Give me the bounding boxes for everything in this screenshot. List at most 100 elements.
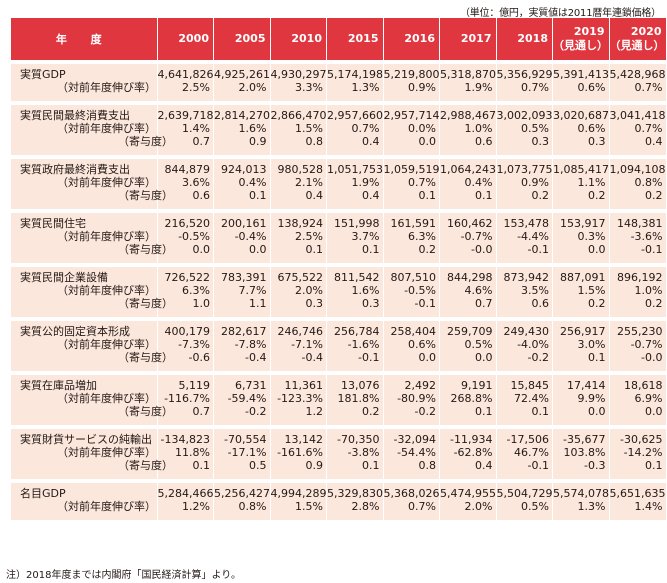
table-row: （対前年度伸び率） 1.4% 1.6% 1.5% 0.7% 0.0% 1.0% 0.5% 0.6… — [11, 122, 666, 135]
cell-value: -0.2 — [382, 405, 440, 427]
cell-value: 5,356,929 — [495, 60, 553, 81]
cell-value: 13,076 — [326, 371, 383, 392]
cell-value: 1.0% — [608, 284, 666, 297]
cell-value: 1,059,519 — [382, 155, 440, 176]
cell-value: 3,020,687 — [552, 101, 609, 122]
cell-value: 783,391 — [213, 263, 270, 284]
cell-value: 0.2 — [608, 189, 666, 211]
cell-value: 0.1 — [326, 243, 383, 265]
cell-value: -32,094 — [382, 425, 440, 446]
header-year-2010: 2010 — [269, 18, 327, 62]
row-label: （対前年度伸び率） — [11, 284, 157, 297]
cell-value: 4,930,297 — [269, 60, 327, 81]
row-label: 実質公的固定資本形成 — [11, 317, 157, 338]
header-year-2005: 2005 — [213, 18, 270, 62]
header-year-label: 2020 — [630, 25, 662, 38]
cell-value: 148,381 — [608, 209, 666, 230]
row-label: （対前年度伸び率） — [11, 176, 157, 189]
cell-value: 5,574,078 — [552, 479, 609, 500]
cell-value: 5,329,830 — [326, 479, 383, 500]
cell-value: 1.3% — [326, 81, 383, 103]
row-label: 実質民間企業設備 — [11, 263, 157, 284]
row-label: （寄与度） — [11, 297, 173, 319]
cell-value: 6.9% — [608, 392, 666, 405]
row-label: （対前年度伸び率） — [11, 446, 157, 459]
cell-value: 726,522 — [156, 263, 214, 284]
cell-value: 5,651,635 — [608, 479, 666, 500]
cell-value: 0.0 — [552, 243, 609, 265]
cell-value: 1.5% — [552, 284, 609, 297]
cell-value: 0.1 — [156, 459, 214, 481]
cell-value: -0.1 — [326, 351, 383, 373]
table-group: 実質民間最終消費支出 2,639,718 2,814,270 2,866,470 2,9… — [11, 101, 666, 157]
cell-value: 2,492 — [382, 371, 440, 392]
cell-value: 1.6% — [326, 284, 383, 297]
cell-value: 1,051,753 — [326, 155, 383, 176]
row-label: （対前年度伸び率） — [11, 81, 157, 103]
cell-value: -62.8% — [439, 446, 496, 459]
cell-value: 138,924 — [269, 209, 327, 230]
header-year-note: （見通し） — [553, 39, 608, 52]
header-year-2015: 2015 — [326, 18, 383, 62]
row-label: 実質政府最終消費支出 — [11, 155, 157, 176]
cell-value: 887,091 — [552, 263, 609, 284]
cell-value: 0.1 — [552, 351, 609, 373]
cell-value: 675,522 — [269, 263, 327, 284]
cell-value: 153,917 — [552, 209, 609, 230]
unit-note: （単位：億円，実質値は2011暦年連鎖価格） — [459, 8, 661, 19]
cell-value: -1.6% — [326, 338, 383, 351]
header-year-label: 2017 — [460, 32, 492, 45]
cell-value: 1.5% — [269, 122, 327, 135]
header-year-label: 2000 — [178, 32, 209, 45]
cell-value: -0.5% — [382, 284, 440, 297]
table-row: （対前年度伸び率） -0.5% -0.4% 2.5% 3.7% 6.3% -0.7% -4.4… — [11, 230, 666, 243]
table-row: 実質政府最終消費支出 844,879 924,013 980,528 1,051,753… — [11, 155, 666, 176]
cell-value: -35,677 — [552, 425, 609, 446]
table-header: 年 度 2000 2005 2010 2015 2016 2017 2018 2019 （見通し… — [11, 18, 666, 62]
cell-value: -0.1 — [382, 297, 440, 319]
cell-value: 0.8% — [608, 176, 666, 189]
cell-value: -11,934 — [439, 425, 496, 446]
cell-value: 200,161 — [213, 209, 270, 230]
cell-value: 1.5% — [269, 500, 327, 520]
cell-value: -54.4% — [382, 446, 440, 459]
cell-value: 0.2 — [326, 405, 383, 427]
cell-value: -7.3% — [156, 338, 214, 351]
cell-value: 0.9% — [495, 176, 553, 189]
cell-value: 0.7 — [156, 135, 214, 157]
cell-value: 9,191 — [439, 371, 496, 392]
row-label: （寄与度） — [11, 135, 173, 157]
cell-value: 5,504,729 — [495, 479, 553, 500]
table-row: （寄与度） 0.6 0.1 0.4 0.4 0.1 0.1 0.2 0.2 0.2 — [11, 189, 666, 211]
cell-value: 3,041,418 — [608, 101, 666, 122]
cell-value: -161.6% — [269, 446, 327, 459]
table-group: 実質政府最終消費支出 844,879 924,013 980,528 1,051,753… — [11, 155, 666, 211]
table-row: （対前年度伸び率） 2.5% 2.0% 3.3% 1.3% 0.9% 1.9% 0.7% 0.6… — [11, 81, 666, 103]
cell-value: 2.5% — [156, 81, 214, 103]
header-year-2020: 2020 （見通し） — [608, 18, 666, 62]
header-year-2019: 2019 （見通し） — [552, 18, 609, 62]
cell-value: 4,994,289 — [269, 479, 327, 500]
cell-value: 46.7% — [495, 446, 553, 459]
cell-value: 0.2 — [608, 297, 666, 319]
cell-value: 1,073,775 — [495, 155, 553, 176]
cell-value: -0.4 — [269, 351, 327, 373]
cell-value: 0.2 — [552, 189, 609, 211]
cell-value: 0.3 — [552, 135, 609, 157]
cell-value: 1,085,417 — [552, 155, 609, 176]
cell-value: 246,746 — [269, 317, 327, 338]
cell-value: 0.7% — [382, 176, 440, 189]
cell-value: 0.7 — [156, 405, 214, 427]
cell-value: 0.2 — [382, 243, 440, 265]
cell-value: 256,784 — [326, 317, 383, 338]
cell-value: 0.3% — [552, 230, 609, 243]
cell-value: -134,823 — [156, 425, 214, 446]
cell-value: 17,414 — [552, 371, 609, 392]
cell-value: 5,474,955 — [439, 479, 496, 500]
table-group: 実質民間企業設備 726,522 783,391 675,522 811,542 807,… — [11, 263, 666, 319]
table-row: 実質民間住宅 216,520 200,161 138,924 151,998 161,59… — [11, 209, 666, 230]
cell-value: 5,219,800 — [382, 60, 440, 81]
cell-value: 2,957,660 — [326, 101, 383, 122]
footnote: 注）2018年度までは内閣府「国民経済計算」より。 — [6, 570, 242, 581]
cell-value: 7.7% — [213, 284, 270, 297]
